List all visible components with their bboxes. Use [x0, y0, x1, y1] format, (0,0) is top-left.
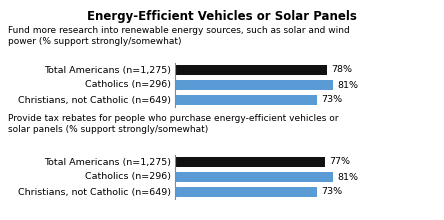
Text: Christians, not Catholic (n=649): Christians, not Catholic (n=649) — [18, 95, 171, 104]
Bar — [175, 157, 325, 167]
Text: Total Americans (n=1,275): Total Americans (n=1,275) — [44, 66, 171, 75]
Text: Total Americans (n=1,275): Total Americans (n=1,275) — [44, 158, 171, 167]
Text: 73%: 73% — [321, 187, 342, 196]
Text: 77%: 77% — [329, 158, 350, 167]
Text: 78%: 78% — [331, 66, 352, 75]
Text: Christians, not Catholic (n=649): Christians, not Catholic (n=649) — [18, 187, 171, 196]
Text: Fund more research into renewable energy sources, such as solar and wind
power (: Fund more research into renewable energy… — [8, 26, 350, 46]
Text: 81%: 81% — [337, 172, 358, 182]
Text: Provide tax rebates for people who purchase energy-efficient vehicles or
solar p: Provide tax rebates for people who purch… — [8, 114, 338, 134]
Text: Catholics (n=296): Catholics (n=296) — [85, 172, 171, 182]
Text: Energy-Efficient Vehicles or Solar Panels: Energy-Efficient Vehicles or Solar Panel… — [87, 10, 357, 23]
Bar — [175, 95, 317, 105]
Bar — [175, 65, 327, 75]
Bar — [175, 172, 333, 182]
Text: Catholics (n=296): Catholics (n=296) — [85, 81, 171, 90]
Bar — [175, 187, 317, 197]
Text: 81%: 81% — [337, 81, 358, 90]
Bar — [175, 80, 333, 90]
Text: 73%: 73% — [321, 95, 342, 104]
